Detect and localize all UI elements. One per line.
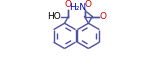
Text: HO: HO [47, 12, 61, 21]
Text: O: O [85, 0, 92, 9]
Text: O: O [100, 12, 107, 21]
Text: O: O [65, 0, 72, 9]
Text: H₂N: H₂N [69, 3, 87, 12]
